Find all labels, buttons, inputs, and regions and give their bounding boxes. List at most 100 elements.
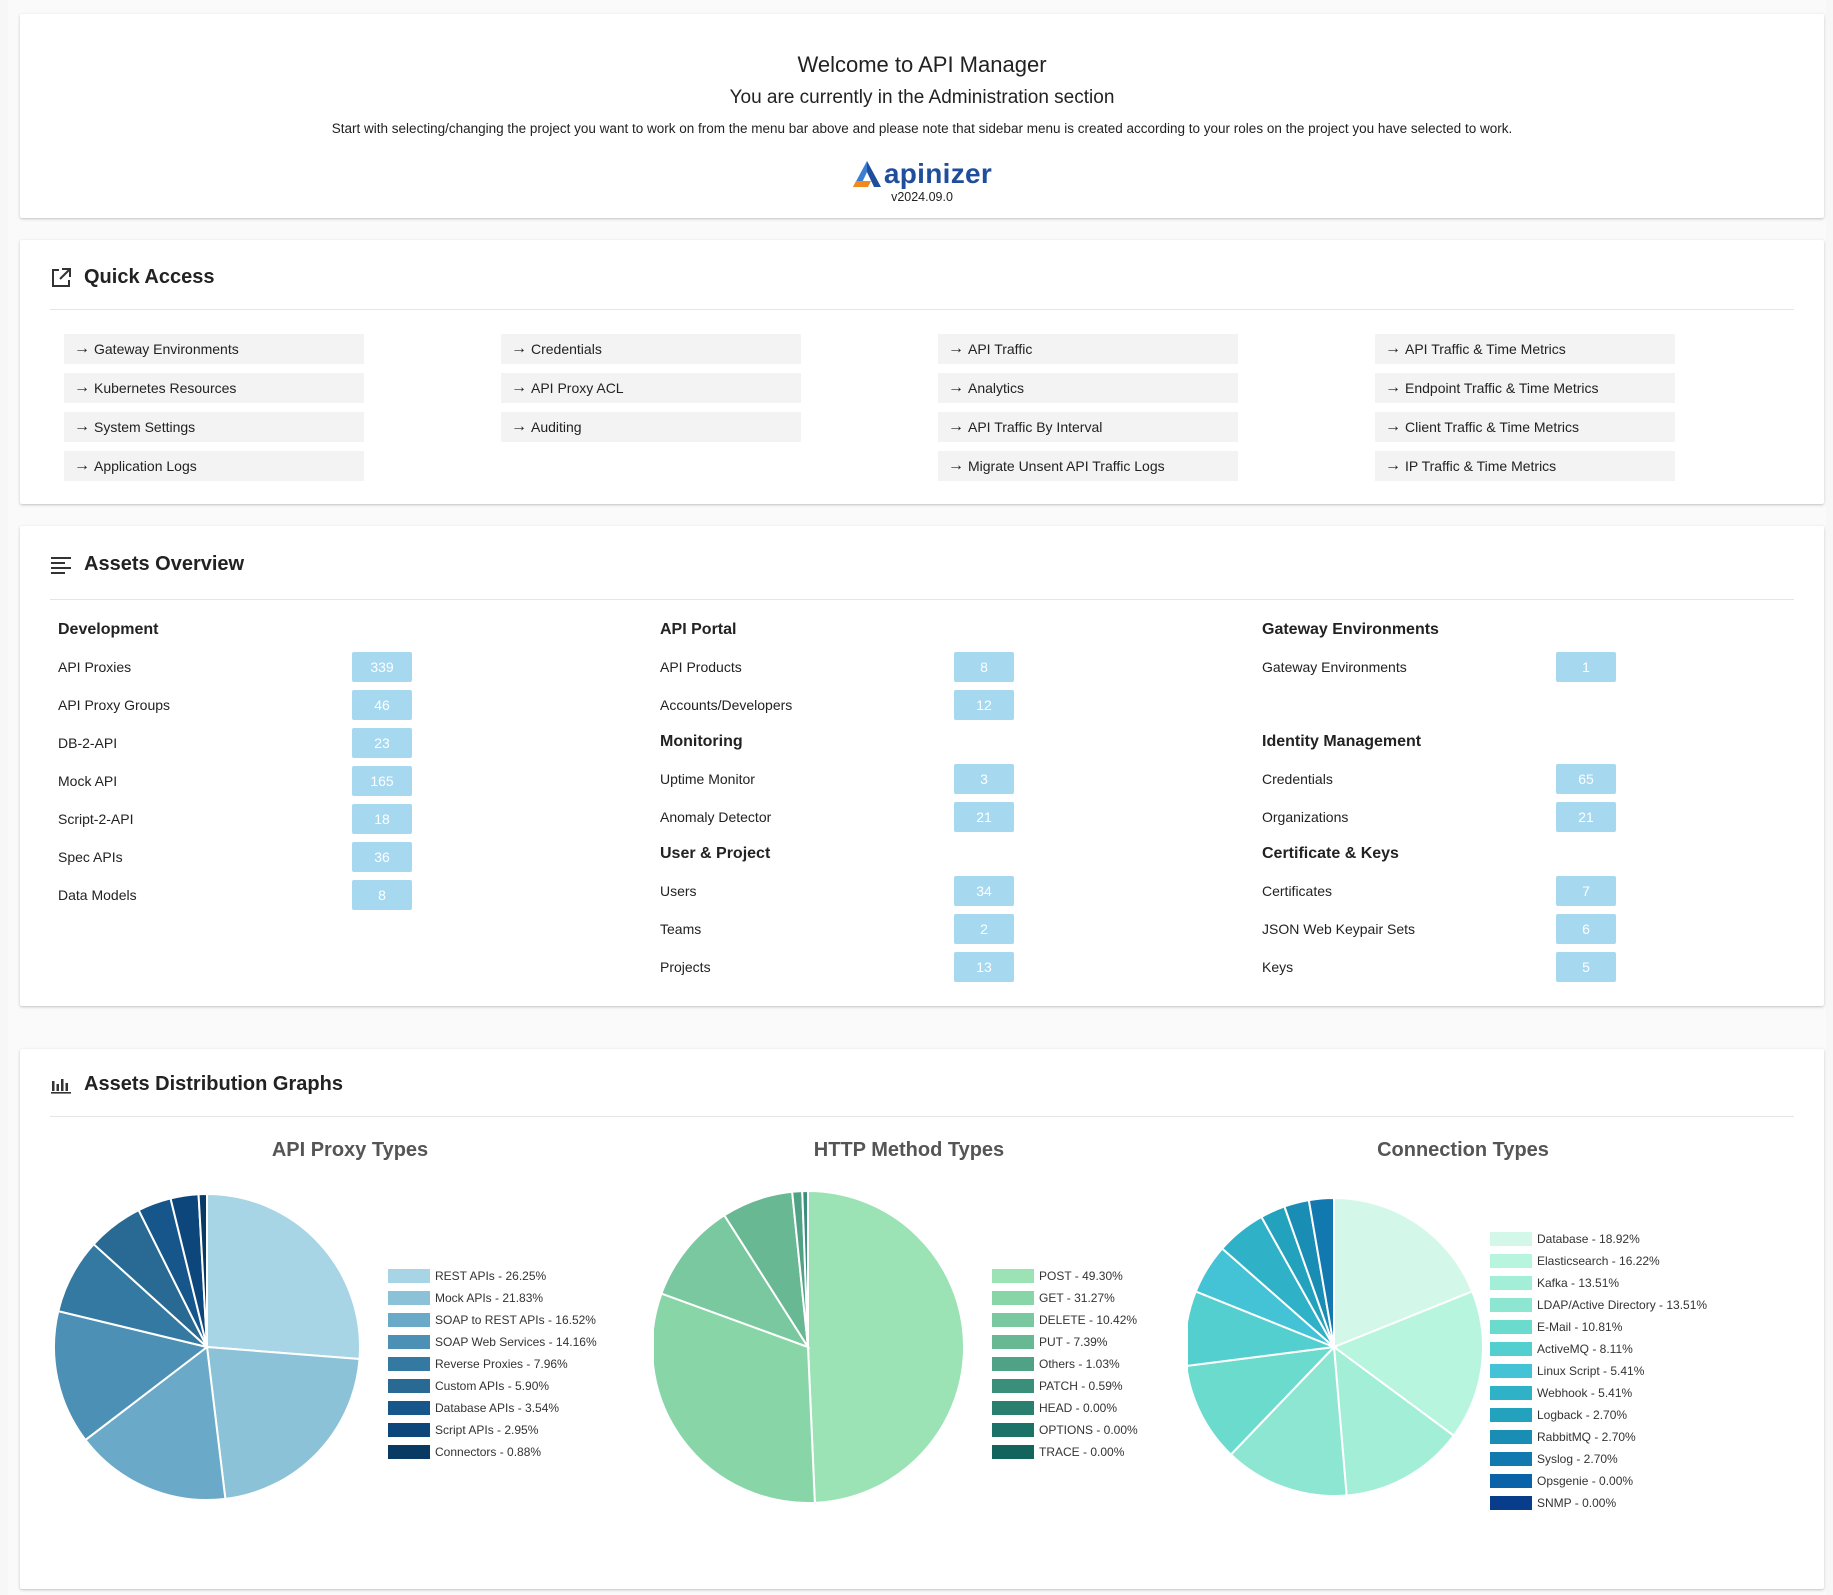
legend-item-linux-script[interactable]: Linux Script - 5.41% (1490, 1364, 1644, 1378)
quick-link-ip-traffic-time-metrics[interactable]: → IP Traffic & Time Metrics (1375, 451, 1675, 481)
asset-count-badge[interactable]: 8 (954, 652, 1014, 682)
asset-count-badge[interactable]: 7 (1556, 876, 1616, 906)
quick-link-kubernetes-resources[interactable]: → Kubernetes Resources (64, 373, 364, 403)
quick-link-gateway-environments[interactable]: → Gateway Environments (64, 334, 364, 364)
asset-count-badge[interactable]: 339 (352, 652, 412, 682)
legend-item-get[interactable]: GET - 31.27% (992, 1291, 1115, 1305)
pie-slice-kafka[interactable] (1332, 1344, 1456, 1497)
legend-item-database[interactable]: Database - 18.92% (1490, 1232, 1640, 1246)
asset-count-badge[interactable]: 2 (954, 914, 1014, 944)
legend-item-logback[interactable]: Logback - 2.70% (1490, 1408, 1627, 1422)
asset-count-badge[interactable]: 34 (954, 876, 1014, 906)
asset-count-badge[interactable]: 21 (954, 802, 1014, 832)
chart-title: API Proxy Types (271, 1139, 429, 1161)
legend-item-mock-apis[interactable]: Mock APIs - 21.83% (388, 1291, 543, 1305)
legend-item-ldap-active-directory[interactable]: LDAP/Active Directory - 13.51% (1490, 1298, 1707, 1312)
legend-item-database-apis[interactable]: Database APIs - 3.54% (388, 1401, 559, 1415)
legend-item-soap-to-rest-apis[interactable]: SOAP to REST APIs - 16.52% (388, 1313, 596, 1327)
legend-item-kafka[interactable]: Kafka - 13.51% (1490, 1276, 1619, 1290)
legend-item-elasticsearch[interactable]: Elasticsearch - 16.22% (1490, 1254, 1660, 1268)
quick-link-credentials[interactable]: → Credentials (501, 334, 801, 364)
asset-count-badge[interactable]: 165 (352, 766, 412, 796)
legend-item-soap-web-services[interactable]: SOAP Web Services - 14.16% (388, 1335, 597, 1349)
legend-item-options[interactable]: OPTIONS - 0.00% (992, 1423, 1138, 1437)
legend-swatch (1490, 1408, 1532, 1422)
quick-link-api-traffic-by-interval[interactable]: → API Traffic By Interval (938, 412, 1238, 442)
legend-item-snmp[interactable]: SNMP - 0.00% (1490, 1496, 1616, 1510)
pie-slice-e-mail[interactable] (1188, 1345, 1337, 1456)
legend-item-rest-apis[interactable]: REST APIs - 26.25% (388, 1269, 546, 1283)
assets-graphs-title: Assets Distribution Graphs (84, 1073, 343, 1095)
pie-slice-post[interactable] (807, 1189, 965, 1504)
legend-label: RabbitMQ - 2.70% (1537, 1430, 1636, 1444)
pie-slice-elasticsearch[interactable] (1331, 1290, 1484, 1438)
legend-item-head[interactable]: HEAD - 0.00% (992, 1401, 1117, 1415)
asset-count-badge[interactable]: 46 (352, 690, 412, 720)
legend-item-connectors[interactable]: Connectors - 0.88% (388, 1445, 541, 1459)
asset-count-badge[interactable]: 1 (1556, 652, 1616, 682)
asset-label: Mock API (58, 773, 118, 789)
legend-item-trace[interactable]: TRACE - 0.00% (992, 1445, 1124, 1459)
asset-count-badge[interactable]: 6 (1556, 914, 1616, 944)
pie-slice-patch[interactable] (801, 1189, 809, 1348)
asset-row-teams: Teams 2 (660, 910, 1060, 948)
legend-swatch (1490, 1298, 1532, 1312)
quick-link-api-proxy-acl[interactable]: → API Proxy ACL (501, 373, 801, 403)
pie-slice-soap-web-services[interactable] (53, 1309, 210, 1442)
pie-slice-database[interactable] (1333, 1196, 1474, 1349)
quick-link-system-settings[interactable]: → System Settings (64, 412, 364, 442)
asset-count-badge[interactable]: 5 (1556, 952, 1616, 982)
legend-item-script-apis[interactable]: Script APIs - 2.95% (388, 1423, 538, 1437)
arrow-right-icon: → (1385, 379, 1401, 396)
legend-item-e-mail[interactable]: E-Mail - 10.81% (1490, 1320, 1622, 1334)
legend-label: E-Mail - 10.81% (1537, 1320, 1623, 1334)
legend-item-put[interactable]: PUT - 7.39% (992, 1335, 1107, 1349)
legend-item-others[interactable]: Others - 1.03% (992, 1357, 1120, 1371)
pie-slice-ldap-active-directory[interactable] (1229, 1344, 1348, 1497)
legend-item-reverse-proxies[interactable]: Reverse Proxies - 7.96% (388, 1357, 568, 1371)
pie-slice-rest-apis[interactable] (206, 1192, 361, 1361)
asset-count-badge[interactable]: 65 (1556, 764, 1616, 794)
legend-item-patch[interactable]: PATCH - 0.59% (992, 1379, 1123, 1393)
legend-swatch (992, 1291, 1034, 1305)
assets-graphs-header: Assets Distribution Graphs (50, 1053, 1794, 1117)
pie-slice-soap-to-rest-apis[interactable] (84, 1345, 227, 1501)
asset-count-badge[interactable]: 8 (352, 880, 412, 910)
legend-item-opsgenie[interactable]: Opsgenie - 0.00% (1490, 1474, 1633, 1488)
legend-item-rabbitmq[interactable]: RabbitMQ - 2.70% (1490, 1430, 1636, 1444)
quick-link-api-traffic[interactable]: → API Traffic (938, 334, 1238, 364)
quick-link-endpoint-traffic-time-metrics[interactable]: → Endpoint Traffic & Time Metrics (1375, 373, 1675, 403)
asset-row-gateway-environments: Gateway Environments 1 (1262, 648, 1662, 686)
asset-count-badge[interactable]: 36 (352, 842, 412, 872)
legend-item-post[interactable]: POST - 49.30% (992, 1269, 1123, 1283)
quick-link-auditing[interactable]: → Auditing (501, 412, 801, 442)
legend-item-custom-apis[interactable]: Custom APIs - 5.90% (388, 1379, 549, 1393)
welcome-subtitle: You are currently in the Administration … (729, 87, 1115, 108)
quick-link-client-traffic-time-metrics[interactable]: → Client Traffic & Time Metrics (1375, 412, 1675, 442)
asset-count-badge[interactable]: 23 (352, 728, 412, 758)
asset-count-badge[interactable]: 13 (954, 952, 1014, 982)
quick-link-api-traffic-time-metrics[interactable]: → API Traffic & Time Metrics (1375, 334, 1675, 364)
asset-count-badge[interactable]: 12 (954, 690, 1014, 720)
quick-link-analytics[interactable]: → Analytics (938, 373, 1238, 403)
legend-item-webhook[interactable]: Webhook - 5.41% (1490, 1386, 1632, 1400)
pie-slice-connectors[interactable] (197, 1192, 208, 1348)
legend-item-syslog[interactable]: Syslog - 2.70% (1490, 1452, 1618, 1466)
quick-link-migrate-unsent-api-traffic-logs[interactable]: → Migrate Unsent API Traffic Logs (938, 451, 1238, 481)
asset-label: Gateway Environments (1262, 659, 1407, 675)
asset-count-badge[interactable]: 18 (352, 804, 412, 834)
asset-count-badge[interactable]: 21 (1556, 802, 1616, 832)
legend-swatch (1490, 1496, 1532, 1510)
pie-slice-get[interactable] (654, 1292, 816, 1504)
assets-column: Gateway Environments Gateway Environments… (1262, 612, 1662, 986)
pie-slice-mock-apis[interactable] (205, 1345, 361, 1501)
quick-link-application-logs[interactable]: → Application Logs (64, 451, 364, 481)
asset-count-badge[interactable]: 3 (954, 764, 1014, 794)
pie-slice-delete[interactable] (660, 1213, 811, 1349)
legend-item-activemq[interactable]: ActiveMQ - 8.11% (1490, 1342, 1633, 1356)
legend-label: TRACE - 0.00% (1039, 1445, 1125, 1459)
pie-slice-syslog[interactable] (1307, 1196, 1335, 1348)
legend-item-delete[interactable]: DELETE - 10.42% (992, 1313, 1137, 1327)
legend-swatch (388, 1291, 430, 1305)
chart-title: Connection Types (1377, 1139, 1549, 1161)
